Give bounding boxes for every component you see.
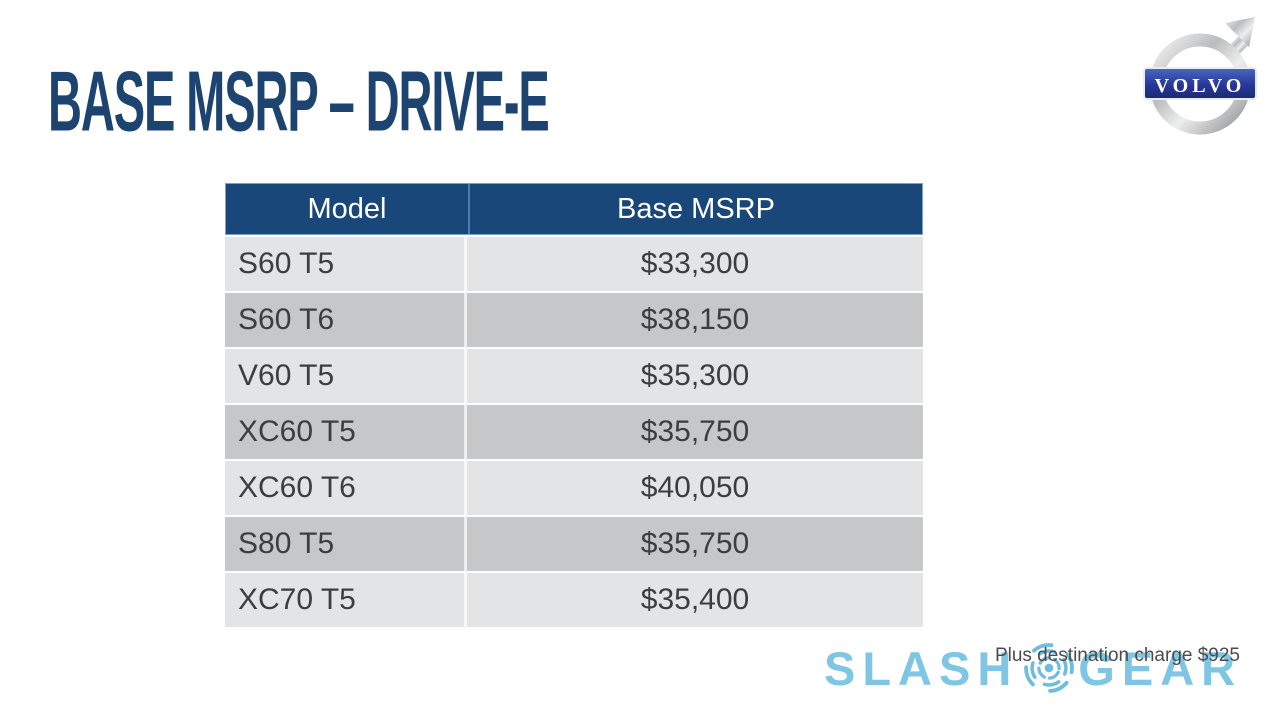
volvo-banner — [1143, 67, 1257, 100]
table-row: XC60 T5 $35,750 — [225, 405, 923, 459]
volvo-logo-icon: VOLVO — [1143, 17, 1257, 135]
destination-charge-note: Plus destination charge $925 — [994, 645, 1240, 666]
watermark-gear-text: GEAR — [1078, 641, 1243, 695]
table-row: S60 T5 $33,300 — [225, 237, 923, 291]
slashgear-watermark: SLASH GEAR — [824, 641, 1242, 695]
volvo-brand-text: VOLVO — [1155, 75, 1246, 97]
msrp-table: Model Base MSRP S60 T5 $33,300 S60 T6 $3… — [225, 183, 923, 627]
table-header-row: Model Base MSRP — [225, 183, 923, 235]
volvo-arrow-head — [1225, 17, 1255, 47]
table-row: V60 T5 $35,300 — [225, 349, 923, 403]
price-cell: $38,150 — [640, 303, 750, 336]
table-row: XC60 T6 $40,050 — [225, 461, 923, 515]
table-header-base-msrp: Base MSRP — [617, 192, 775, 225]
slashgear-sonar-icon — [1024, 643, 1075, 693]
price-cell: $35,750 — [640, 527, 750, 560]
table-row: S80 T5 $35,750 — [225, 517, 923, 571]
table-header-model: Model — [226, 184, 470, 234]
model-cell: XC60 T5 — [225, 405, 467, 459]
table-row: S60 T6 $38,150 — [225, 293, 923, 347]
watermark-slash-text: SLASH — [824, 641, 1019, 695]
price-cell: $35,300 — [640, 359, 750, 392]
price-cell: $40,050 — [640, 471, 750, 504]
model-cell: S60 T5 — [225, 237, 467, 291]
table-row: XC70 T5 $35,400 — [225, 573, 923, 627]
model-cell: V60 T5 — [225, 349, 467, 403]
price-cell: $35,400 — [640, 583, 750, 616]
price-cell: $33,300 — [640, 247, 750, 280]
model-cell: XC70 T5 — [225, 573, 467, 627]
model-cell: S80 T5 — [225, 517, 467, 571]
price-cell: $35,750 — [640, 415, 750, 448]
model-cell: S60 T6 — [225, 293, 467, 347]
page-title: BASE MSRP – DRIVE-E — [48, 52, 550, 149]
model-cell: XC60 T6 — [225, 461, 467, 515]
